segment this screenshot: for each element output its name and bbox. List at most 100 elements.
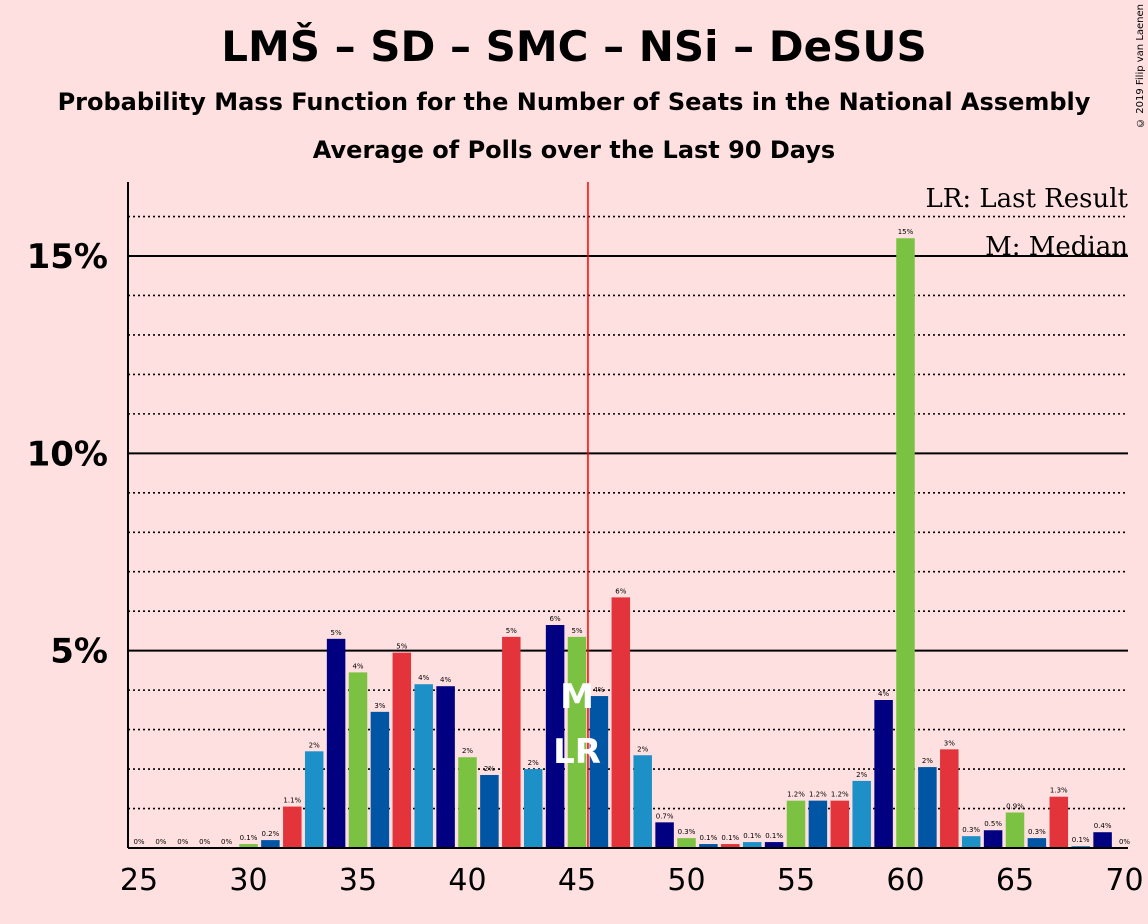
y-tick-label: 15% — [27, 237, 108, 277]
bar-32 — [283, 806, 302, 848]
bar-label-60: 15% — [898, 228, 914, 236]
x-tick-label: 30 — [229, 863, 267, 898]
bar-label-65: 0.9% — [1006, 802, 1024, 810]
bar-label-68: 0.1% — [1072, 836, 1090, 844]
bar-51 — [699, 844, 718, 848]
x-tick-label: 65 — [996, 863, 1034, 898]
bar-label-40: 2% — [462, 747, 473, 755]
bar-label-44: 6% — [550, 615, 561, 623]
bar-label-37: 5% — [396, 643, 407, 651]
bar-40 — [458, 757, 477, 848]
bar-39 — [436, 686, 455, 848]
bar-61 — [918, 767, 937, 848]
bar-label-46: 4% — [593, 686, 604, 694]
bar-label-42: 5% — [506, 627, 517, 635]
x-tick-label: 45 — [558, 863, 596, 898]
chart-subtitle-2: Average of Polls over the Last 90 Days — [312, 136, 836, 164]
bar-label-51: 0.1% — [700, 834, 718, 842]
bar-label-58: 2% — [856, 771, 867, 779]
bar-30 — [239, 844, 258, 848]
median-marker: M — [560, 677, 594, 717]
y-tick-label: 5% — [50, 632, 108, 672]
bar-33 — [304, 751, 324, 848]
bar-65 — [1005, 812, 1025, 848]
bar-label-59: 4% — [878, 690, 889, 698]
last-result-marker: LR — [553, 732, 601, 772]
bar-label-27: 0% — [177, 838, 188, 846]
bar-label-41: 2% — [484, 765, 495, 773]
bar-label-28: 0% — [199, 838, 210, 846]
bar-label-30: 0.1% — [240, 834, 258, 842]
bar-59 — [874, 700, 893, 848]
x-tick-label: 40 — [448, 863, 486, 898]
bar-label-47: 6% — [615, 587, 626, 595]
bar-label-56: 1.2% — [809, 791, 827, 799]
bar-54 — [764, 842, 784, 848]
bar-60 — [896, 238, 915, 849]
bar-34 — [326, 638, 346, 848]
bar-38 — [414, 684, 433, 848]
bar-35 — [348, 672, 368, 848]
bar-label-26: 0% — [155, 838, 166, 846]
bar-47 — [611, 597, 631, 848]
bar-52 — [721, 844, 740, 848]
bar-label-50: 0.3% — [678, 828, 696, 836]
bar-53 — [742, 842, 762, 848]
x-tick-label: 25 — [120, 863, 158, 898]
chart-title: LMŠ – SD – SMC – NSi – DeSUS — [221, 22, 927, 71]
bar-label-61: 2% — [922, 757, 933, 765]
bar-label-63: 0.3% — [962, 826, 980, 834]
bar-42 — [502, 636, 521, 848]
bar-67 — [1049, 796, 1069, 848]
bar-label-69: 0.4% — [1094, 822, 1112, 830]
bar-63 — [961, 836, 981, 848]
bar-45 — [567, 636, 587, 848]
bar-label-62: 3% — [944, 739, 955, 747]
bar-label-57: 1.2% — [831, 791, 849, 799]
bar-label-70: 0% — [1119, 838, 1130, 846]
bar-64 — [983, 830, 1003, 848]
bar-55 — [786, 800, 806, 848]
legend-last-result: LR: Last Result — [925, 184, 1128, 214]
bar-48 — [633, 755, 652, 848]
bar-36 — [370, 711, 390, 848]
bar-58 — [852, 780, 871, 848]
bar-43 — [523, 769, 543, 848]
bar-label-49: 0.7% — [656, 812, 674, 820]
bar-57 — [830, 800, 850, 848]
bar-label-29: 0% — [221, 838, 232, 846]
bar-62 — [940, 749, 959, 848]
bar-41 — [480, 774, 499, 848]
bar-label-54: 0.1% — [765, 832, 783, 840]
bar-label-38: 4% — [418, 674, 429, 682]
x-tick-label: 50 — [667, 863, 705, 898]
bar-label-67: 1.3% — [1050, 787, 1068, 795]
x-tick-label: 60 — [886, 863, 924, 898]
bar-31 — [261, 840, 280, 848]
bar-44 — [545, 625, 565, 848]
bar-label-32: 1.1% — [283, 797, 301, 805]
x-tick-label: 35 — [339, 863, 377, 898]
bar-56 — [808, 800, 828, 848]
bar-46 — [589, 696, 609, 848]
bar-label-53: 0.1% — [743, 832, 761, 840]
bar-66 — [1027, 838, 1047, 848]
bar-label-64: 0.5% — [984, 820, 1002, 828]
bar-69 — [1093, 832, 1112, 848]
chart-subtitle: Probability Mass Function for the Number… — [57, 88, 1091, 116]
bar-label-66: 0.3% — [1028, 828, 1046, 836]
bar-label-48: 2% — [637, 745, 648, 753]
bar-37 — [392, 652, 412, 848]
bar-label-33: 2% — [309, 741, 320, 749]
bar-label-55: 1.2% — [787, 791, 805, 799]
bar-label-31: 0.2% — [262, 830, 280, 838]
x-tick-label: 70 — [1105, 863, 1143, 898]
bar-label-39: 4% — [440, 676, 451, 684]
bar-label-25: 0% — [133, 838, 144, 846]
bar-label-52: 0.1% — [721, 834, 739, 842]
y-tick-label: 10% — [27, 434, 108, 474]
x-tick-label: 55 — [777, 863, 815, 898]
bar-label-34: 5% — [331, 629, 342, 637]
bar-50 — [677, 838, 696, 848]
